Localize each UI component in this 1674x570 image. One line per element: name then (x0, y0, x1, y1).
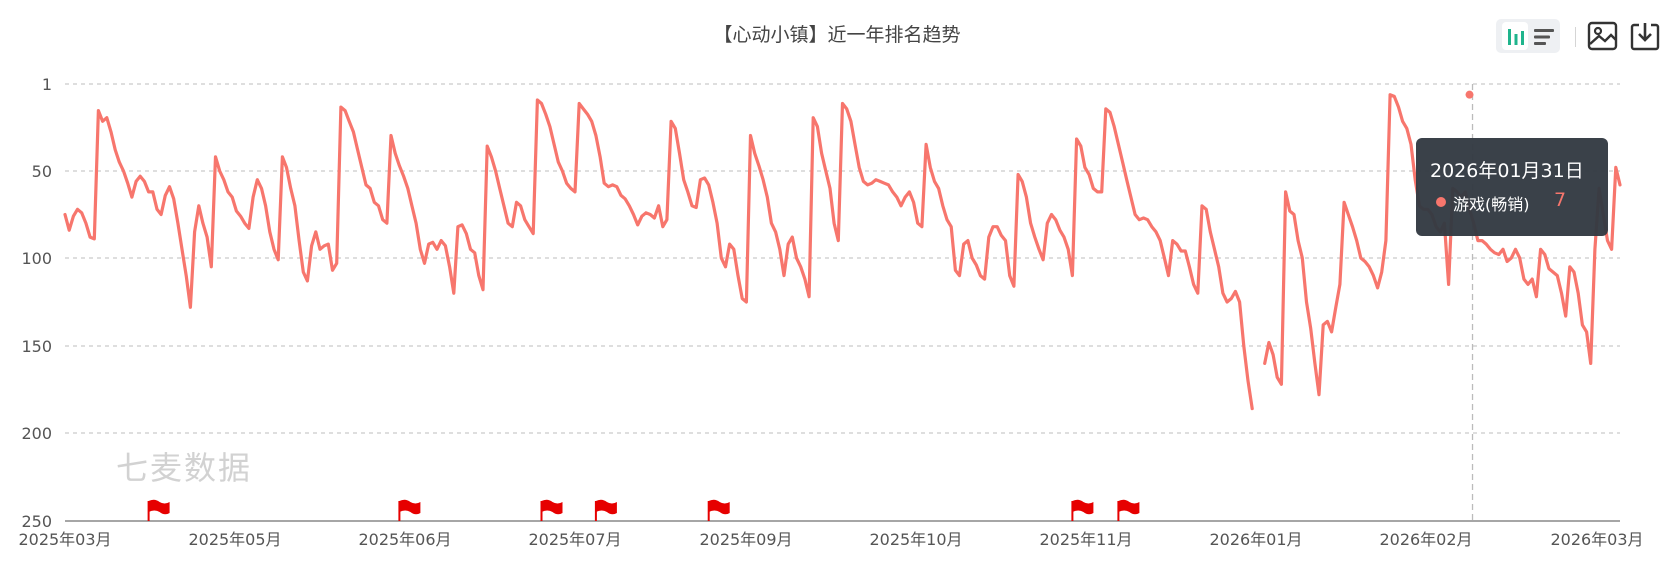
x-tick-label: 2025年11月 (1039, 530, 1132, 549)
flag-banner (1072, 499, 1094, 515)
event-flag-icon (594, 499, 617, 521)
series-line (63, 90, 1622, 411)
x-tick-label: 2025年09月 (699, 530, 792, 549)
y-tick-label: 200 (21, 424, 52, 443)
highlight-point (1465, 90, 1474, 99)
y-tick-label: 100 (21, 249, 52, 268)
x-tick-label: 2026年03月 (1550, 530, 1643, 549)
tooltip-date: 2026年01月31日 (1430, 160, 1584, 182)
series-marker-icon (1436, 197, 1446, 207)
tooltip-series-name: 游戏(畅销) (1453, 195, 1530, 214)
flag-banner (148, 499, 170, 515)
chart-title: 【心动小镇】近一年排名趋势 (713, 24, 961, 46)
x-tick-label: 2026年02月 (1379, 530, 1472, 549)
x-tick-label: 2026年01月 (1209, 530, 1302, 549)
watermark: 七麦数据 (116, 449, 253, 487)
download-icon[interactable] (1629, 20, 1661, 52)
y-tick-label: 250 (21, 512, 52, 531)
flag-banner (1118, 499, 1140, 515)
x-tick-label: 2025年06月 (358, 530, 451, 549)
x-tick-label: 2025年10月 (869, 530, 962, 549)
image-download-icon[interactable] (1587, 20, 1619, 52)
view-switcher (1496, 19, 1560, 53)
list-icon[interactable] (1533, 27, 1555, 47)
flag-banner (708, 499, 730, 515)
y-tick-label: 50 (32, 162, 52, 181)
flag-banner (399, 499, 421, 515)
event-flags (147, 499, 1140, 521)
tooltip-value: 7 (1554, 189, 1567, 211)
data-tooltip: 2026年01月31日 游戏(畅销) 7 (1416, 138, 1608, 236)
event-flag-icon (398, 499, 421, 521)
x-axis-labels: 2025年03月 2025年05月 2025年06月 2025年07月 2025年09月… (18, 530, 1643, 549)
flag-banner (541, 499, 563, 515)
x-tick-label: 2025年05月 (188, 530, 281, 549)
event-flag-icon (540, 499, 563, 521)
event-flag-icon (147, 499, 170, 521)
x-tick-label: 2025年03月 (18, 530, 111, 549)
event-flag-icon (707, 499, 730, 521)
flag-banner (595, 499, 617, 515)
series-line-segment (63, 98, 1254, 411)
bar-chart-icon[interactable] (1506, 26, 1526, 48)
grid-lines (65, 83, 1620, 434)
event-flag-icon (1117, 499, 1140, 521)
y-tick-label: 1 (42, 75, 52, 94)
y-tick-label: 150 (21, 337, 52, 356)
event-flag-icon (1071, 499, 1094, 521)
toolbar-divider (1575, 27, 1576, 47)
x-tick-label: 2025年07月 (528, 530, 621, 549)
